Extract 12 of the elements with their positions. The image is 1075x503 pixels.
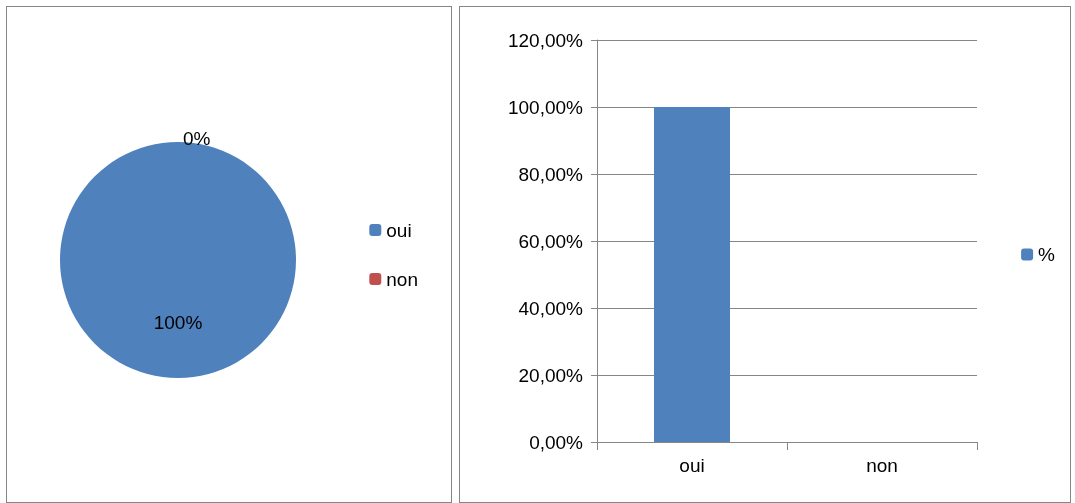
y-tick-label: 100,00% — [507, 96, 584, 118]
legend-label: % — [1038, 244, 1056, 265]
y-tick-label: 40,00% — [518, 297, 584, 319]
y-tick-label: 60,00% — [518, 230, 584, 252]
y-tick-label: 80,00% — [518, 163, 584, 185]
y-tick-label: 120,00% — [507, 29, 584, 51]
y-tick-label: 0,00% — [529, 431, 584, 453]
legend-label: oui — [386, 219, 412, 241]
y-tick-label: 20,00% — [518, 364, 584, 386]
text: 0% — [183, 127, 211, 149]
legend-label: non — [386, 268, 418, 290]
data-label: 100% — [153, 311, 203, 333]
